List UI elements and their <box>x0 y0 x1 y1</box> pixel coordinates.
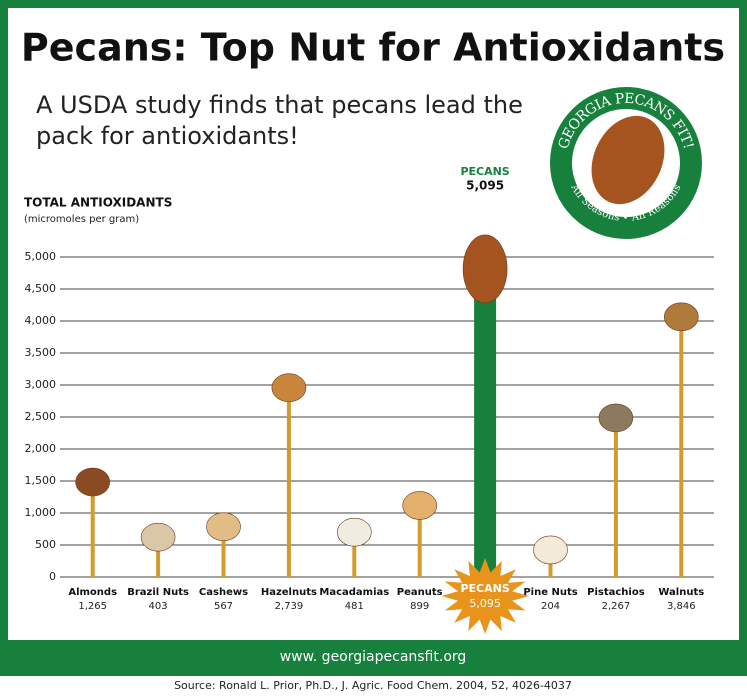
website: www. georgiapecansfit.org <box>280 649 467 665</box>
nut-image <box>336 517 372 547</box>
value-label: 2,267 <box>602 601 631 612</box>
y-tick-label: 4,000 <box>25 314 57 327</box>
logo-pecan <box>591 115 665 205</box>
nut-image <box>402 491 438 520</box>
bar <box>417 519 422 577</box>
y-tick-label: 1,500 <box>25 474 57 487</box>
y-tick-label: 3,000 <box>25 378 57 391</box>
x-tick-label: Almonds <box>68 587 117 598</box>
x-tick-label: Brazil Nuts <box>127 587 189 598</box>
nut-image <box>206 512 241 542</box>
bar <box>286 401 291 577</box>
value-label: 2,739 <box>275 601 304 612</box>
bar <box>548 563 553 577</box>
value-label: 899 <box>410 601 429 612</box>
value-label: 3,846 <box>667 601 696 612</box>
value-label: 204 <box>541 601 560 612</box>
nut-image <box>75 467 110 497</box>
y-axis-units: (micromoles per gram) <box>24 214 139 225</box>
value-label: 1,265 <box>78 601 107 612</box>
starburst <box>441 558 529 634</box>
x-tick-label: Peanuts <box>397 587 443 598</box>
y-tick-label: 2,500 <box>25 410 57 423</box>
x-tick-label: Pine Nuts <box>523 587 577 598</box>
y-tick-label: 2,000 <box>25 442 57 455</box>
bar <box>352 546 357 577</box>
nut-image <box>140 522 176 552</box>
x-tick-label: Macadamias <box>319 587 389 598</box>
value-label: 567 <box>214 601 233 612</box>
bar <box>221 540 226 577</box>
logo: GEORGIA PECANS FIT! All Seasons • All Re… <box>550 87 702 239</box>
bar <box>156 551 161 577</box>
value-label: 481 <box>345 601 364 612</box>
nut-image <box>462 234 508 304</box>
bar <box>679 330 684 577</box>
nut-image <box>598 403 634 433</box>
nut-image <box>663 302 699 332</box>
subtitle: A USDA study finds that pecans lead the … <box>36 91 523 150</box>
value-label: 5,095 <box>469 597 501 610</box>
x-tick-label: Walnuts <box>658 587 704 598</box>
value-label: 403 <box>149 601 168 612</box>
y-tick-label: 4,500 <box>25 282 57 295</box>
x-tick-label: Cashews <box>199 587 248 598</box>
y-tick-label: 5,000 <box>25 250 57 263</box>
footer-band <box>4 640 743 672</box>
y-tick-label: 1,000 <box>25 506 57 519</box>
source: Source: Ronald L. Prior, Ph.D., J. Agric… <box>174 679 572 692</box>
subtitle-box: A USDA study finds that pecans lead the … <box>36 91 523 150</box>
highlight-label: PECANS <box>460 165 509 178</box>
y-tick-label: 0 <box>49 570 56 583</box>
bar <box>90 496 95 577</box>
x-tick-label: Pistachios <box>587 587 645 598</box>
y-axis-label: TOTAL ANTIOXIDANTS <box>24 196 172 210</box>
nut-image <box>533 535 568 565</box>
highlight-value: 5,095 <box>466 179 504 193</box>
y-tick-label: 3,500 <box>25 346 57 359</box>
x-tick-label: Hazelnuts <box>261 587 317 598</box>
x-tick-label: PECANS <box>460 582 509 595</box>
chart-title: Pecans: Top Nut for Antioxidants <box>21 26 725 70</box>
bar <box>613 431 618 577</box>
nut-image <box>271 373 307 403</box>
bar <box>474 250 497 578</box>
y-tick-label: 500 <box>35 538 56 551</box>
